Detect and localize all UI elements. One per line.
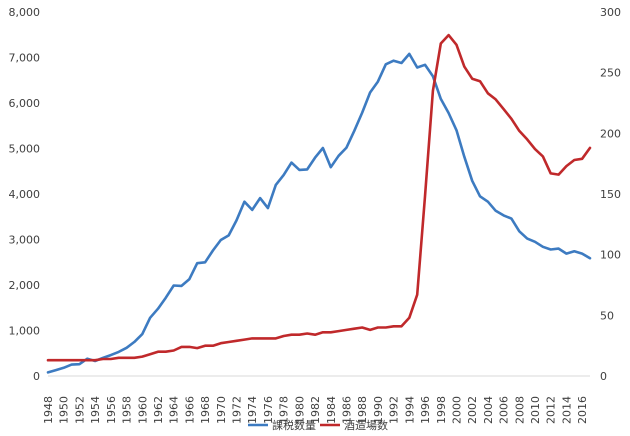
x-tick-label: 1958 — [121, 396, 134, 424]
legend-label-0: 課税数量 — [272, 418, 316, 432]
x-tick-label: 2014 — [560, 396, 573, 424]
y-left-tick-label: 3,000 — [9, 234, 41, 247]
y-right-tick-label: 200 — [600, 127, 621, 140]
y-right-tick-label: 0 — [600, 370, 607, 383]
x-tick-label: 1984 — [325, 396, 338, 424]
x-tick-label: 1966 — [183, 396, 196, 424]
x-tick-label: 1972 — [231, 396, 244, 424]
x-tick-label: 1996 — [419, 396, 432, 424]
y-left-tick-label: 0 — [33, 370, 40, 383]
y-right-tick-labels: 0 50 100 150 200 250 300 — [600, 6, 621, 383]
x-tick-label: 1980 — [293, 396, 306, 424]
x-tick-label: 2006 — [498, 396, 511, 424]
y-left-tick-labels: 0 1,000 2,000 3,000 4,000 5,000 6,000 7,000 8,00… — [9, 6, 41, 383]
x-tick-label: 1998 — [435, 396, 448, 424]
x-tick-label: 1970 — [215, 396, 228, 424]
x-tick-label: 1974 — [246, 396, 259, 424]
y-left-tick-label: 7,000 — [9, 52, 41, 65]
y-left-tick-label: 8,000 — [9, 6, 41, 19]
x-tick-label: 2012 — [545, 396, 558, 424]
y-left-tick-label: 5,000 — [9, 143, 41, 156]
x-tick-label: 1982 — [309, 396, 322, 424]
x-tick-label: 2016 — [576, 396, 589, 424]
x-tick-label: 1964 — [168, 396, 181, 424]
x-tick-label: 2010 — [529, 396, 542, 424]
x-tick-label: 1950 — [58, 396, 71, 424]
x-tick-label: 1960 — [136, 396, 149, 424]
x-tick-label: 1952 — [73, 396, 86, 424]
series-line-0 — [46, 52, 592, 374]
series-line-1 — [46, 33, 592, 362]
y-right-tick-label: 100 — [600, 249, 621, 262]
x-tick-label: 2002 — [466, 396, 479, 424]
y-right-tick-label: 300 — [600, 6, 621, 19]
x-tick-label: 1992 — [388, 396, 401, 424]
y-right-tick-label: 150 — [600, 188, 621, 201]
x-tick-label: 1986 — [340, 396, 353, 424]
x-tick-label: 2000 — [450, 396, 463, 424]
x-tick-label: 1968 — [199, 396, 212, 424]
x-tick-labels: 1948 1950 1952 1954 1956 1958 1960 1962 1964 1966… — [42, 396, 589, 424]
y-right-tick-label: 250 — [600, 67, 621, 80]
legend: 課税数量 酒造場数 — [248, 418, 388, 432]
x-tick-label: 2008 — [513, 396, 526, 424]
x-tick-label: 1976 — [262, 396, 275, 424]
x-tick-label: 1962 — [152, 396, 165, 424]
x-tick-label: 1990 — [372, 396, 385, 424]
x-tick-label: 1994 — [403, 396, 416, 424]
x-tick-label: 1988 — [356, 396, 369, 424]
x-tick-label: 1954 — [89, 396, 102, 424]
x-tick-label: 1948 — [42, 396, 55, 424]
x-tick-label: 2004 — [482, 396, 495, 424]
x-tick-label: 1978 — [278, 396, 291, 424]
y-left-tick-label: 1,000 — [9, 325, 41, 338]
y-left-tick-label: 6,000 — [9, 97, 41, 110]
legend-label-1: 酒造場数 — [344, 418, 388, 432]
y-left-tick-label: 2,000 — [9, 279, 41, 292]
y-left-tick-label: 4,000 — [9, 188, 41, 201]
x-tick-label: 1956 — [105, 396, 118, 424]
y-right-tick-label: 50 — [600, 309, 614, 322]
series-layer — [46, 33, 592, 374]
